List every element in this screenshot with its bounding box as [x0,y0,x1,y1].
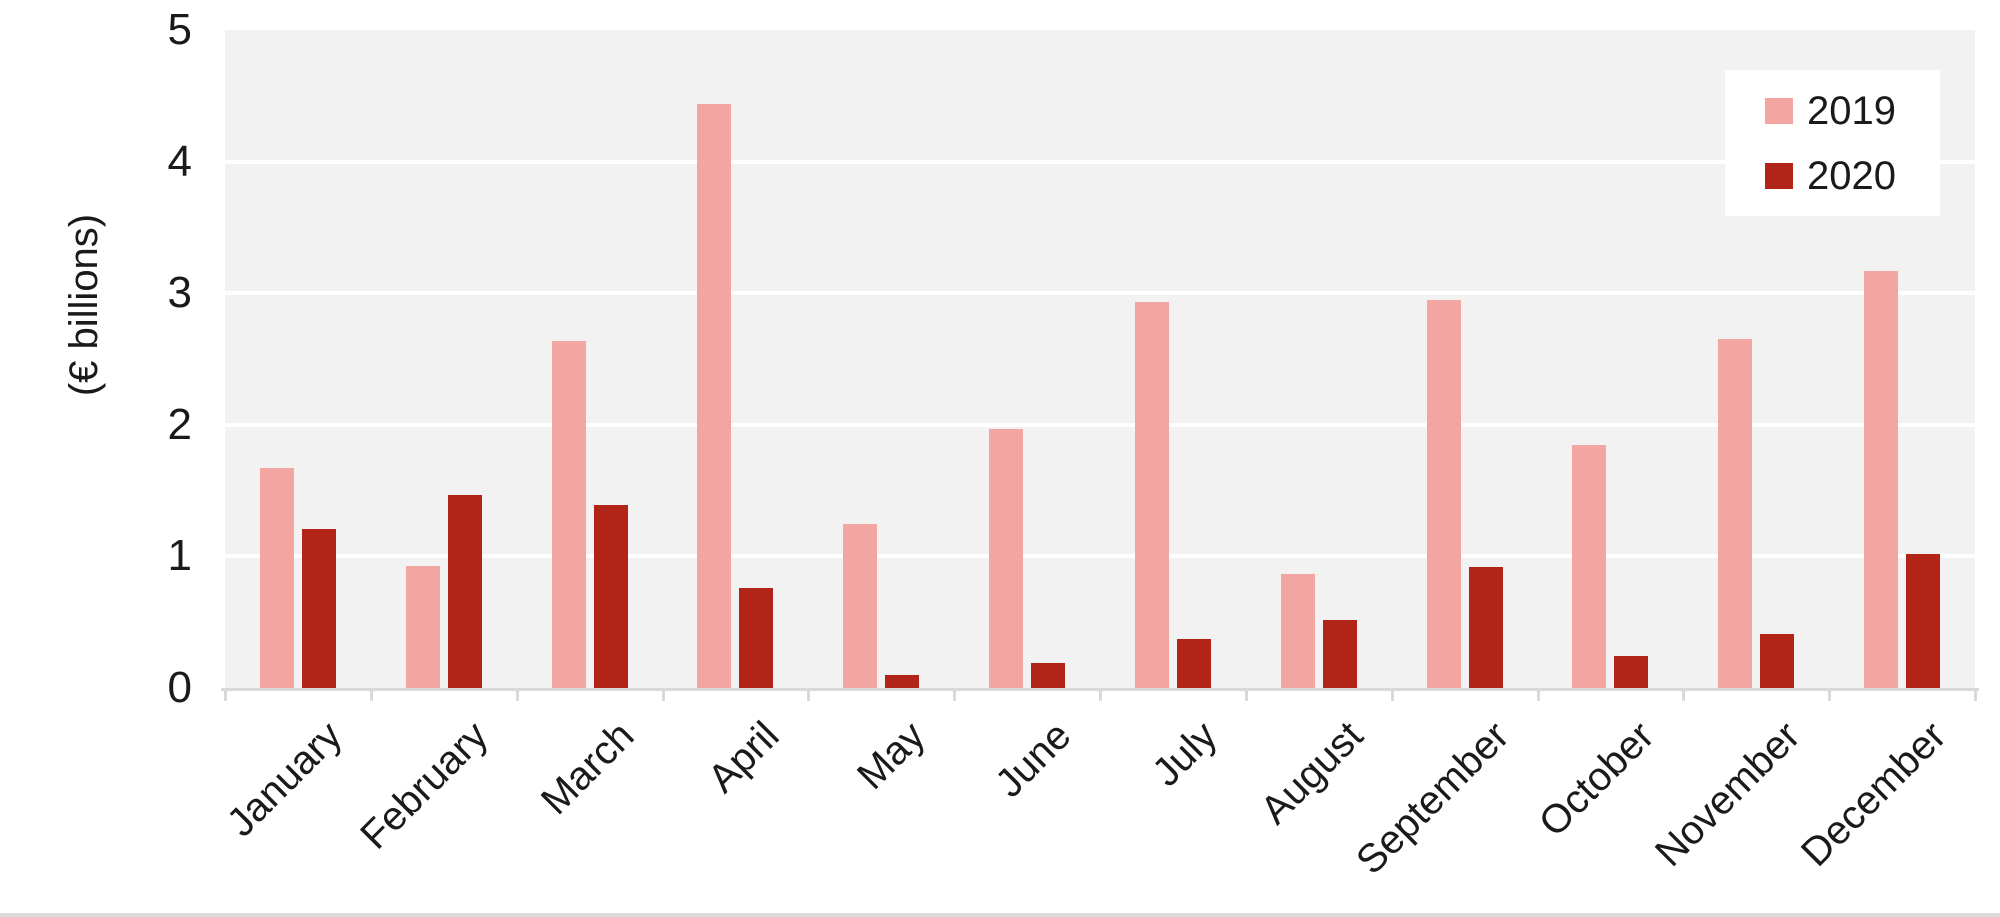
x-axis-tick-4 [807,689,811,701]
x-axis-tick-0 [224,689,227,701]
x-axis-tick-3 [661,689,665,701]
bar-2019-august [1280,573,1315,688]
bar-2020-september [1468,566,1503,688]
x-axis-tick-11 [1828,689,1832,701]
legend-entry-2019: 2019 [1725,88,1940,134]
y-tick-label-2: 2 [167,399,192,449]
legend-label-2020: 2020 [1807,153,1896,198]
y-tick-label-5: 5 [167,5,192,54]
bar-2019-april [697,103,732,688]
bar-2020-february [447,494,482,688]
bar-2019-september [1426,299,1461,688]
gridline-y-1 [225,554,1975,559]
bar-2020-april [739,587,774,688]
bar-2020-january [301,528,336,688]
legend-swatch-2020 [1765,162,1793,189]
plot-area [225,30,1975,688]
bar-2020-august [1322,619,1357,688]
bar-2019-december [1864,270,1899,688]
y-tick-label-3: 3 [167,268,192,318]
y-tick-label-1: 1 [167,531,192,581]
legend-entry-2020: 2020 [1725,153,1940,199]
bar-2020-march [593,505,628,688]
y-tick-label-0: 0 [167,663,192,712]
x-axis-tick-9 [1536,689,1540,701]
bar-2019-july [1134,302,1169,688]
bottom-edge-line [0,913,2000,917]
bar-2020-december [1906,553,1941,688]
bar-2020-may [885,674,920,688]
legend: 2019 2020 [1725,70,1940,216]
legend-swatch-2019 [1765,97,1793,124]
bar-2019-march [551,340,586,688]
x-axis-tick-10 [1682,689,1686,701]
gridline-y-3 [225,291,1975,296]
x-axis-tick-5 [953,689,957,701]
x-axis-tick-8 [1390,689,1394,701]
bar-2019-february [405,565,440,688]
bar-2019-may [843,523,878,688]
bar-2020-june [1031,662,1066,688]
legend-label-2019: 2019 [1807,88,1896,133]
x-axis-tick-12 [1974,689,1977,701]
gridline-y-4 [225,159,1975,164]
bar-2019-november [1718,339,1753,688]
x-axis-tick-1 [369,689,373,701]
bar-2019-june [989,428,1024,688]
bar-2019-january [259,468,294,688]
bar-2020-october [1614,656,1649,688]
bar-2019-october [1572,444,1607,688]
x-axis-tick-2 [515,689,519,701]
y-tick-label-4: 4 [167,136,192,186]
bar-2020-july [1176,639,1211,688]
bar-2020-november [1760,634,1795,688]
gridline-y-2 [225,422,1975,427]
x-axis-tick-6 [1099,689,1102,701]
x-axis-tick-7 [1244,689,1248,701]
